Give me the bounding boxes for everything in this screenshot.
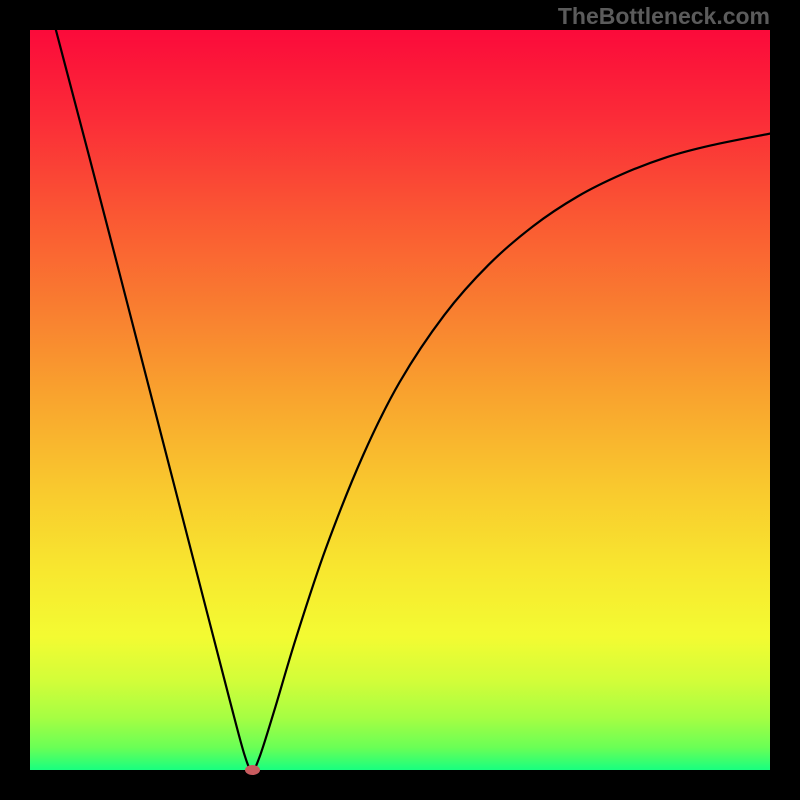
plot-area — [30, 30, 770, 770]
minimum-marker — [245, 765, 260, 775]
plot-background — [30, 30, 770, 770]
source-watermark: TheBottleneck.com — [558, 3, 770, 30]
